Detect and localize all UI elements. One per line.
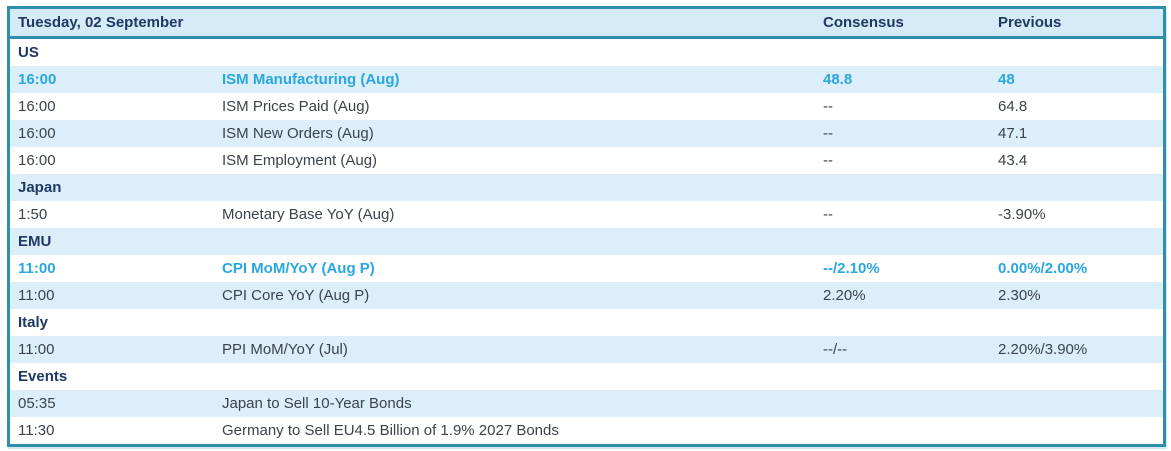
event-consensus: 48.8: [823, 71, 853, 88]
section-label: Japan: [18, 179, 62, 196]
event-name: Monetary Base YoY (Aug): [222, 206, 395, 223]
event-row: 1:50 Monetary Base YoY (Aug) -- -3.90%: [10, 201, 1163, 228]
event-previous: 43.4: [998, 152, 1028, 169]
event-time: 11:00: [18, 341, 55, 358]
event-row: 05:35 Japan to Sell 10-Year Bonds: [10, 390, 1163, 417]
event-time: 1:50: [18, 206, 48, 223]
event-row: 16:00 ISM Prices Paid (Aug) -- 64.8: [10, 93, 1163, 120]
section-label: EMU: [18, 233, 52, 250]
section-label: Events: [18, 368, 68, 385]
event-time: 16:00: [18, 71, 57, 88]
event-name: Germany to Sell EU4.5 Billion of 1.9% 20…: [222, 422, 559, 439]
economic-calendar-table: Tuesday, 02 September Consensus Previous…: [7, 6, 1166, 447]
event-row: 11:00 CPI MoM/YoY (Aug P) --/2.10% 0.00%…: [10, 255, 1163, 282]
event-consensus: [823, 390, 998, 417]
section-label: US: [18, 44, 39, 61]
event-name: ISM Manufacturing (Aug): [222, 71, 400, 88]
section-row: US: [10, 39, 1163, 66]
event-name: Japan to Sell 10-Year Bonds: [222, 395, 412, 412]
column-header-previous: Previous: [998, 14, 1062, 31]
section-row: Events: [10, 363, 1163, 390]
event-consensus: --/2.10%: [823, 260, 880, 277]
event-row: 16:00 ISM Employment (Aug) -- 43.4: [10, 147, 1163, 174]
event-time: 11:00: [18, 287, 55, 304]
event-consensus: --: [823, 125, 833, 142]
event-previous: [998, 390, 1163, 417]
event-name: CPI Core YoY (Aug P): [222, 287, 370, 304]
event-consensus: --: [823, 98, 833, 115]
event-consensus: 2.20%: [823, 287, 866, 304]
event-time: 16:00: [18, 98, 56, 115]
event-name: CPI MoM/YoY (Aug P): [222, 260, 375, 277]
event-previous: -3.90%: [998, 206, 1046, 223]
date-title: Tuesday, 02 September: [18, 14, 184, 31]
event-row: 16:00 ISM Manufacturing (Aug) 48.8 48: [10, 66, 1163, 93]
event-previous: 2.30%: [998, 287, 1041, 304]
column-header-consensus: Consensus: [823, 14, 904, 31]
event-name: ISM Prices Paid (Aug): [222, 98, 370, 115]
event-consensus: --: [823, 206, 833, 223]
event-time: 11:30: [18, 422, 55, 439]
event-row: 11:00 CPI Core YoY (Aug P) 2.20% 2.30%: [10, 282, 1163, 309]
event-consensus: [823, 417, 998, 444]
event-previous: 48: [998, 71, 1015, 88]
event-time: 16:00: [18, 152, 56, 169]
event-consensus: --: [823, 152, 833, 169]
event-name: ISM Employment (Aug): [222, 152, 378, 169]
event-time: 11:00: [18, 260, 56, 277]
event-previous: 64.8: [998, 98, 1028, 115]
event-previous: 2.20%/3.90%: [998, 341, 1088, 358]
event-row: 11:30 Germany to Sell EU4.5 Billion of 1…: [10, 417, 1163, 444]
table-body: US 16:00 ISM Manufacturing (Aug) 48.8 48…: [10, 39, 1163, 444]
section-row: EMU: [10, 228, 1163, 255]
table-header-row: Tuesday, 02 September Consensus Previous: [10, 9, 1163, 39]
event-previous: [998, 417, 1163, 444]
section-row: Japan: [10, 174, 1163, 201]
event-consensus: --/--: [823, 341, 848, 358]
event-time: 16:00: [18, 125, 56, 142]
event-time: 05:35: [18, 395, 56, 412]
event-row: 11:00 PPI MoM/YoY (Jul) --/-- 2.20%/3.90…: [10, 336, 1163, 363]
event-previous: 47.1: [998, 125, 1028, 142]
event-row: 16:00 ISM New Orders (Aug) -- 47.1: [10, 120, 1163, 147]
section-row: Italy: [10, 309, 1163, 336]
event-previous: 0.00%/2.00%: [998, 260, 1088, 277]
event-name: ISM New Orders (Aug): [222, 125, 374, 142]
section-label: Italy: [18, 314, 49, 331]
event-name: PPI MoM/YoY (Jul): [222, 341, 348, 358]
